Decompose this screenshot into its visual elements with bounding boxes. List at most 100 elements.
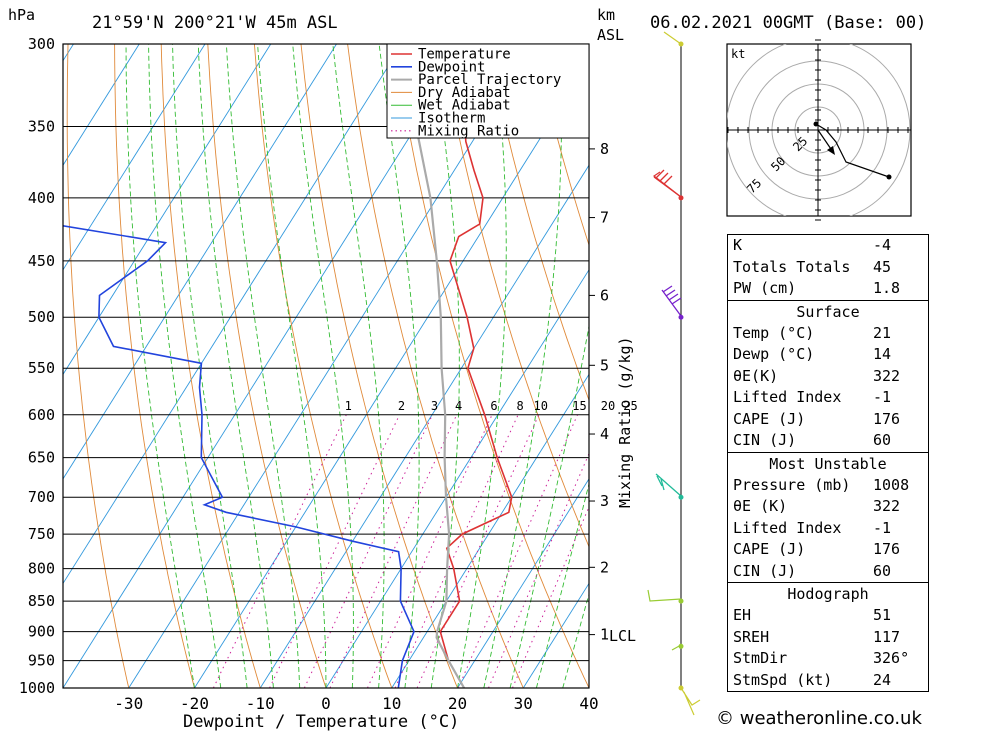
most-unstable-label: θE (K) <box>733 497 788 515</box>
most-unstable-label: CAPE (J) <box>733 540 806 558</box>
hodograph-param-label: EH <box>733 606 752 624</box>
dewpoint-line <box>63 224 415 688</box>
most-unstable-value: -1 <box>873 518 892 537</box>
plot-frame <box>62 43 590 689</box>
hodograph-param-label: SREH <box>733 627 770 646</box>
isotherm-line <box>391 373 589 688</box>
most-unstable-row: CAPE (J) 176 <box>728 539 928 561</box>
surface-value: 322 <box>873 366 901 385</box>
surface-label: CAPE (J) <box>733 409 806 428</box>
hodograph-param-label: StmDir <box>733 649 788 667</box>
legend-entry: Dry Adiabat <box>418 85 511 101</box>
index-row: K -4 <box>728 235 928 257</box>
isotherm-line <box>457 478 589 688</box>
mixing-ratio-tick-label: 2 <box>398 399 405 413</box>
dry-adiabat-line <box>160 44 261 688</box>
hodograph-start-point <box>813 121 819 127</box>
isotherm-line <box>194 59 589 688</box>
x-tick-label: 10 <box>382 694 401 713</box>
mixing-ratio-tick-label: 1 <box>345 399 352 413</box>
wet-adiabat-line <box>535 482 589 688</box>
pressure-tick-label: 1000 <box>19 679 55 697</box>
pressure-tick-label: 350 <box>28 117 55 135</box>
most-unstable-label: Lifted Index <box>733 518 842 537</box>
most-unstable-row: Pressure (mb) 1008 <box>728 475 928 497</box>
wind-level-dot <box>678 494 684 500</box>
surface-label: Temp (°C) <box>733 323 815 342</box>
most-unstable-value: 1008 <box>873 475 910 494</box>
wet-adiabat-line <box>378 44 420 688</box>
mixing-ratio-line <box>457 414 578 688</box>
isotherm-line <box>63 44 403 585</box>
legend-entry: Temperature <box>418 47 511 63</box>
legend-entry: Isotherm <box>418 111 485 127</box>
legend-entry: Dewpoint <box>418 59 485 75</box>
dry-adiabat-line <box>533 44 589 247</box>
km-tick-label: 7 <box>600 209 609 227</box>
isotherm-line <box>63 44 469 688</box>
hodograph-end-point <box>886 174 892 180</box>
mixing-ratio-line <box>394 414 519 688</box>
km-tick-label: 8 <box>600 140 609 158</box>
surface-label: Dewp (°C) <box>733 345 815 363</box>
hodograph-param-value: 51 <box>873 606 892 624</box>
pressure-tick-label: 750 <box>28 525 55 543</box>
dry-adiabat-line <box>66 44 130 688</box>
x-tick-label: -10 <box>246 694 275 713</box>
most-unstable-value: 60 <box>873 561 892 580</box>
pressure-tick-label: 900 <box>28 623 55 641</box>
surface-value: 14 <box>873 345 892 363</box>
dry-adiabat-line <box>393 44 589 688</box>
wind-barb-700 <box>655 473 682 497</box>
mixing-ratio-tick-label: 25 <box>623 399 637 413</box>
index-value: 1.8 <box>873 279 901 297</box>
km-tick-label: 4 <box>600 425 609 443</box>
dry-adiabat-line <box>114 44 195 688</box>
mixing-ratio-tick-label: 15 <box>572 399 586 413</box>
pressure-tick-label: 650 <box>28 449 55 467</box>
mixing-ratio-line <box>212 414 347 688</box>
isotherm-line <box>63 44 206 271</box>
x-axis-label: Dewpoint / Temperature (°C) <box>183 712 459 732</box>
mixing-ratio-tick-label: 20 <box>601 399 615 413</box>
surface-label: θE(K) <box>733 366 779 385</box>
dry-adiabat-line <box>486 44 589 402</box>
most-unstable-value: 176 <box>873 540 901 558</box>
x-tick-label: -20 <box>180 694 209 713</box>
pressure-tick-label: 600 <box>28 406 55 424</box>
dry-adiabat-line <box>300 44 458 688</box>
x-tick-label: 0 <box>321 694 331 713</box>
surface-value: 60 <box>873 431 892 449</box>
wet-adiabat-line <box>125 44 195 688</box>
asl-label: ASL <box>597 26 624 44</box>
most-unstable-header: Most Unstable <box>728 451 928 475</box>
brand-credit[interactable]: © weatheronline.co.uk <box>716 708 922 729</box>
surface-label: CIN (J) <box>733 431 797 449</box>
legend-box <box>386 43 590 139</box>
isotherm-line <box>63 44 140 167</box>
wet-adiabat-line <box>562 592 589 688</box>
most-unstable-row: CIN (J) 60 <box>728 561 928 583</box>
wind-level-dot <box>678 598 684 604</box>
mixing-ratio-line <box>416 414 540 688</box>
mixing-ratio-line <box>269 414 400 688</box>
wind-level-dot <box>678 314 684 320</box>
most-unstable-value: 322 <box>873 497 901 515</box>
mixing-ratio-line <box>367 414 493 688</box>
mixing-ratio-axis-label: Mixing Ratio (g/kg) <box>616 336 634 508</box>
storm-motion-arrowhead <box>827 146 835 155</box>
wind-barb-850 <box>647 589 682 602</box>
index-row: Totals Totals 45 <box>728 257 928 279</box>
pressure-tick-label: 800 <box>28 560 55 578</box>
dry-adiabat-line <box>207 44 327 688</box>
wind-barb-500 <box>661 285 682 317</box>
index-label: PW (cm) <box>733 279 797 297</box>
mixing-ratio-tick-label: 8 <box>516 399 523 413</box>
index-label: K <box>733 236 743 254</box>
pressure-tick-label: 550 <box>28 359 55 377</box>
legend-entry: Parcel Trajectory <box>418 72 561 88</box>
isotherm-line <box>63 44 272 376</box>
surface-value: -1 <box>873 388 892 406</box>
wet-adiabat-line <box>457 44 507 688</box>
surface-row: CIN (J) 60 <box>728 430 928 452</box>
